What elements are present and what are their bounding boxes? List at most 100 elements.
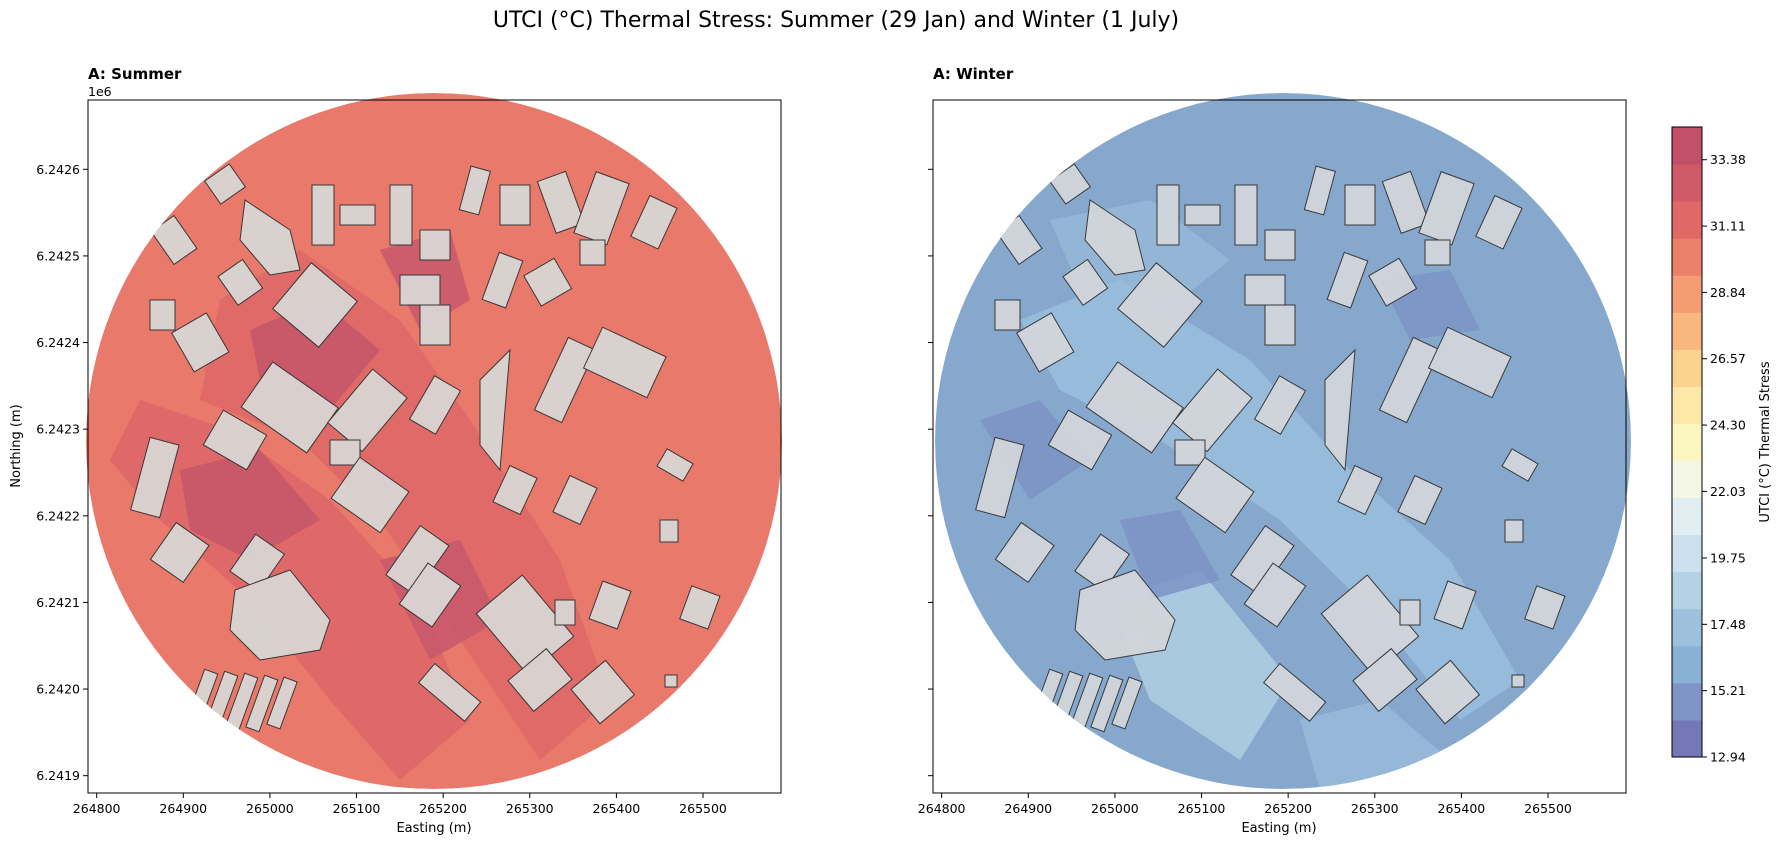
summer-x-tick-label: 265400 (593, 801, 641, 816)
winter-building (1047, 409, 1113, 471)
summer-building (630, 194, 678, 250)
summer-building (240, 361, 339, 454)
winter-building (1171, 368, 1253, 453)
winter-x-tick-label: 265500 (1524, 801, 1572, 816)
summer-buildings (130, 163, 721, 733)
summer-building (659, 519, 679, 543)
winter-building (1253, 375, 1307, 435)
colorbar-tick-label: 33.38 (1710, 152, 1746, 167)
winter-building (1264, 229, 1296, 261)
winter-building (1378, 336, 1442, 424)
summer-building (229, 569, 331, 661)
winter-building (1303, 165, 1336, 216)
winter-building (1504, 519, 1524, 543)
summer-x-tick-label: 265000 (246, 801, 294, 816)
winter-building (1501, 448, 1539, 482)
winter-building (1156, 184, 1180, 246)
colorbar-tick-label: 22.03 (1710, 484, 1746, 499)
summer-y-ticks: 6.2419 6.2420 6.2421 6.2422 6.2423 6.2424 6.24… (36, 162, 88, 783)
winter-x-tick-label: 265200 (1264, 801, 1312, 816)
winter-building (1344, 184, 1376, 226)
colorbar-tick-label: 12.94 (1710, 750, 1746, 765)
summer-x-tick-label: 265100 (333, 801, 381, 816)
winter-building (1175, 456, 1255, 534)
winter-building (1352, 647, 1418, 713)
colorbar-band (1672, 349, 1702, 387)
winter-panel-title: A: Winter (933, 65, 1014, 83)
summer-building (458, 165, 491, 216)
winter-building (1397, 474, 1443, 526)
summer-building (417, 662, 482, 722)
summer-building (329, 439, 361, 466)
colorbar-bands (1672, 127, 1702, 758)
summer-building (408, 375, 462, 435)
summer-building (523, 257, 573, 307)
colorbar-tick-label: 28.84 (1710, 285, 1746, 300)
winter-building (1264, 304, 1296, 346)
summer-building (202, 409, 268, 471)
winter-building (1015, 312, 1075, 373)
summer-building (588, 580, 632, 630)
colorbar-band (1672, 238, 1702, 276)
summer-building (552, 474, 598, 526)
colorbar-band (1672, 127, 1702, 165)
summer-building (330, 456, 410, 534)
winter-building (1326, 251, 1369, 309)
summer-building (507, 647, 573, 713)
winter-cold-zone-1 (980, 400, 1090, 500)
summer-x-tick-label: 265500 (679, 801, 727, 816)
winter-building (1524, 585, 1566, 630)
summer-hot-zone-2 (180, 450, 320, 560)
summer-building (656, 448, 694, 482)
summer-building (217, 258, 264, 307)
colorbar-band (1672, 312, 1702, 350)
winter-building (1381, 170, 1430, 234)
summer-building (266, 676, 298, 730)
colorbar-band (1672, 201, 1702, 239)
winter-building (1048, 163, 1092, 205)
summer-axes-frame (87, 99, 782, 794)
colorbar-band (1672, 164, 1702, 202)
winter-building (975, 436, 1025, 519)
winter-x-tick-label: 265000 (1091, 801, 1139, 816)
summer-building (245, 674, 279, 733)
summer-building (499, 184, 531, 226)
summer-building (399, 274, 441, 306)
colorbar-band (1672, 386, 1702, 424)
winter-building (1324, 348, 1356, 472)
winter-axes-frame (932, 99, 1627, 794)
summer-panel-title: A: Summer (88, 65, 182, 83)
colorbar-band (1672, 423, 1702, 462)
colorbar-tick-label: 17.48 (1710, 617, 1746, 632)
winter-building (1511, 674, 1525, 688)
winter-building (1433, 580, 1477, 630)
winter-building (1111, 676, 1143, 730)
summer-x-tick-label: 265200 (419, 801, 467, 816)
summer-x-tick-label: 265300 (506, 801, 554, 816)
summer-y-axis-label: Northing (m) (9, 404, 24, 487)
colorbar-band (1672, 682, 1702, 721)
winter-panel: A: Winter (918, 65, 1631, 836)
summer-heatmap (86, 93, 782, 789)
summer-building (326, 368, 408, 453)
winter-buildings (975, 163, 1566, 733)
winter-building (1415, 659, 1481, 725)
colorbar-band (1672, 571, 1702, 610)
summer-y-tick-label: 6.2423 (36, 422, 80, 437)
colorbar-band (1672, 719, 1702, 758)
summer-y-tick-label: 6.2426 (36, 162, 80, 177)
summer-building (149, 521, 210, 584)
colorbar-band (1672, 497, 1702, 536)
winter-building (1368, 257, 1418, 307)
summer-x-tick-label: 264900 (159, 801, 207, 816)
summer-building (582, 326, 667, 399)
winter-cold-zone-2 (1120, 510, 1220, 600)
winter-building (1074, 569, 1176, 661)
summer-building (570, 659, 636, 725)
summer-building (479, 348, 511, 472)
summer-y-tick-label: 6.2424 (36, 335, 80, 350)
summer-y-tick-label: 6.2420 (36, 682, 80, 697)
summer-building (679, 585, 721, 630)
winter-building (994, 299, 1021, 331)
